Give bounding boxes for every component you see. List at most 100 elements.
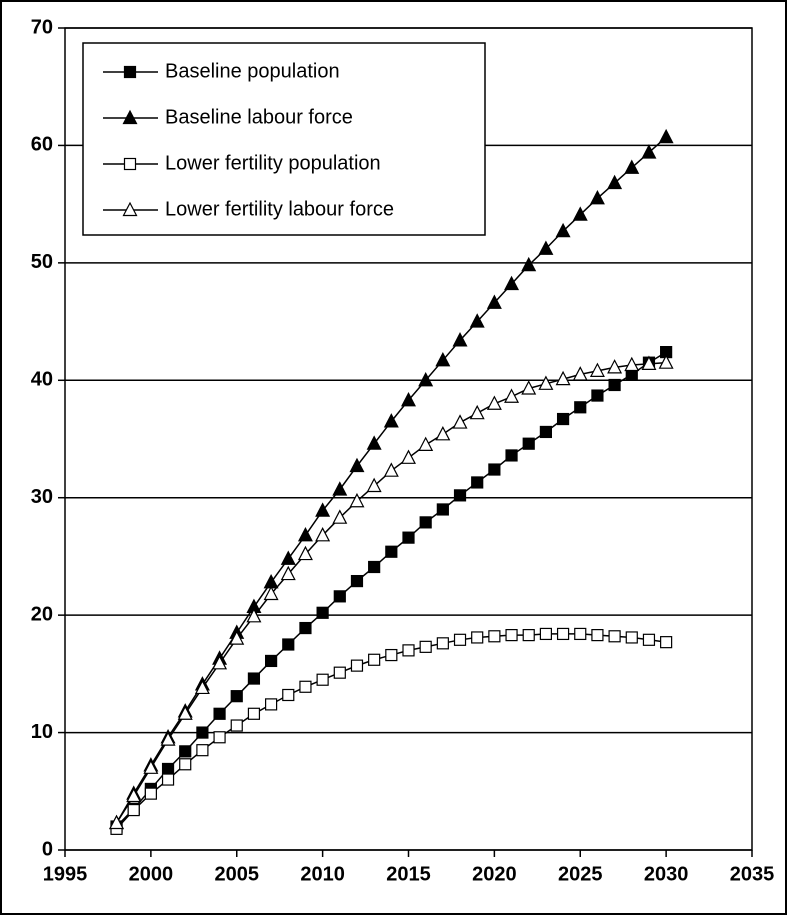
y-tick-label: 70 <box>31 16 53 38</box>
marker <box>522 629 535 642</box>
legend-label: Lower fertility labour force <box>165 198 394 220</box>
marker <box>402 531 415 544</box>
x-tick-label: 2000 <box>129 863 174 885</box>
x-tick-label: 2010 <box>300 863 345 885</box>
marker <box>453 633 467 646</box>
marker <box>471 476 484 489</box>
marker <box>280 550 296 565</box>
marker <box>143 759 159 774</box>
marker <box>642 633 656 646</box>
marker <box>385 545 398 558</box>
marker <box>574 627 587 641</box>
marker <box>435 426 451 441</box>
x-tick-label: 1995 <box>43 863 88 885</box>
marker <box>538 375 554 390</box>
marker <box>229 630 245 645</box>
marker <box>625 631 638 644</box>
marker <box>521 380 537 395</box>
marker <box>624 356 640 372</box>
marker <box>539 627 553 641</box>
legend-marker <box>122 109 138 125</box>
legend-box <box>82 42 486 236</box>
marker <box>265 698 278 711</box>
marker <box>299 680 312 693</box>
marker <box>247 672 261 685</box>
legend-label: Baseline population <box>165 60 340 82</box>
marker <box>383 413 399 428</box>
marker <box>521 256 537 272</box>
marker <box>230 719 243 732</box>
marker <box>332 509 348 524</box>
marker <box>453 489 467 502</box>
marker <box>315 502 331 517</box>
marker <box>194 679 210 695</box>
marker <box>436 637 449 650</box>
marker <box>418 371 434 387</box>
x-tick-label: 2035 <box>730 863 775 885</box>
legend-label: Lower fertility population <box>165 152 381 174</box>
marker <box>246 608 262 623</box>
marker <box>366 435 382 450</box>
marker <box>658 354 674 369</box>
marker <box>265 654 278 668</box>
legend-label: Baseline labour force <box>165 106 353 128</box>
marker <box>556 627 570 641</box>
marker <box>488 630 501 643</box>
marker <box>316 606 329 619</box>
marker <box>366 477 382 493</box>
marker <box>591 389 604 402</box>
marker <box>383 462 399 477</box>
marker <box>144 787 157 800</box>
marker <box>368 653 381 666</box>
marker <box>213 731 226 744</box>
marker <box>539 425 553 439</box>
marker <box>574 401 587 414</box>
marker <box>505 449 518 462</box>
marker <box>505 629 518 642</box>
marker <box>488 463 501 476</box>
marker <box>349 492 365 508</box>
marker <box>212 654 228 670</box>
legend-marker <box>122 201 138 217</box>
marker <box>471 631 484 644</box>
marker <box>126 787 142 803</box>
marker <box>349 457 365 473</box>
marker <box>469 313 485 328</box>
marker <box>556 412 570 426</box>
marker <box>486 294 502 309</box>
plot-frame <box>64 27 753 851</box>
marker <box>589 362 605 377</box>
y-tick-label: 10 <box>31 721 53 743</box>
marker <box>504 388 520 403</box>
marker <box>589 189 605 205</box>
marker <box>658 128 674 144</box>
marker <box>196 744 209 757</box>
marker <box>196 726 209 739</box>
marker <box>385 648 398 662</box>
marker <box>333 590 346 603</box>
legend-marker <box>123 157 137 171</box>
x-tick-label: 2030 <box>644 863 689 885</box>
marker <box>418 436 434 451</box>
legend-marker <box>123 65 137 79</box>
marker <box>572 366 588 381</box>
marker <box>607 174 623 190</box>
marker <box>608 378 621 392</box>
marker <box>297 526 313 542</box>
marker <box>624 159 640 174</box>
marker <box>641 144 657 159</box>
marker <box>419 640 432 653</box>
marker <box>368 560 381 574</box>
marker <box>401 449 416 464</box>
x-tick-label: 2025 <box>558 863 603 885</box>
y-tick-label: 20 <box>31 603 53 625</box>
marker <box>161 762 175 776</box>
marker <box>282 688 295 702</box>
marker <box>315 526 331 542</box>
marker <box>522 437 535 450</box>
marker <box>350 574 364 588</box>
y-tick-label: 50 <box>31 251 53 273</box>
y-tick-label: 30 <box>31 486 53 508</box>
y-tick-label: 60 <box>31 134 53 156</box>
